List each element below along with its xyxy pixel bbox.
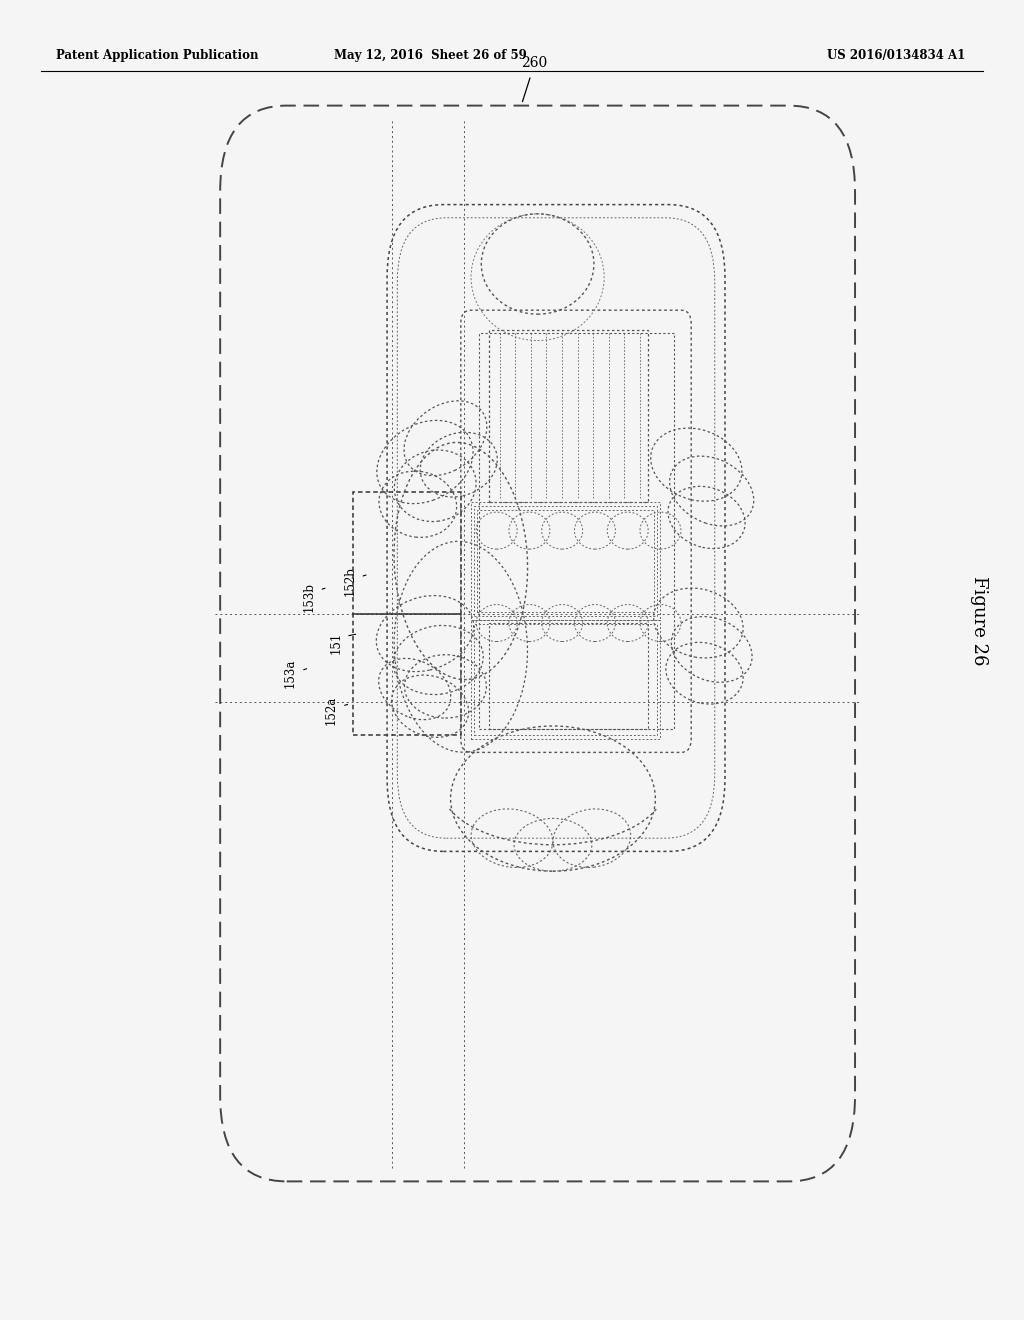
Text: Patent Application Publication: Patent Application Publication bbox=[56, 49, 259, 62]
Bar bbox=[471, 502, 660, 620]
Text: 151: 151 bbox=[330, 632, 343, 653]
Bar bbox=[489, 623, 648, 729]
Text: 153b: 153b bbox=[302, 582, 315, 611]
Text: 260: 260 bbox=[521, 55, 547, 70]
Text: Figure 26: Figure 26 bbox=[970, 576, 988, 665]
Bar bbox=[353, 492, 461, 614]
Bar bbox=[477, 510, 654, 612]
Text: 152a: 152a bbox=[325, 696, 338, 725]
Text: May 12, 2016  Sheet 26 of 59: May 12, 2016 Sheet 26 of 59 bbox=[334, 49, 526, 62]
Bar bbox=[471, 620, 660, 739]
Bar bbox=[474, 624, 657, 735]
Bar bbox=[489, 330, 648, 502]
Text: 152b: 152b bbox=[343, 566, 356, 595]
Text: US 2016/0134834 A1: US 2016/0134834 A1 bbox=[826, 49, 966, 62]
Text: 153a: 153a bbox=[284, 659, 297, 688]
Bar bbox=[479, 333, 674, 729]
Bar bbox=[353, 614, 461, 735]
Bar bbox=[474, 506, 657, 616]
